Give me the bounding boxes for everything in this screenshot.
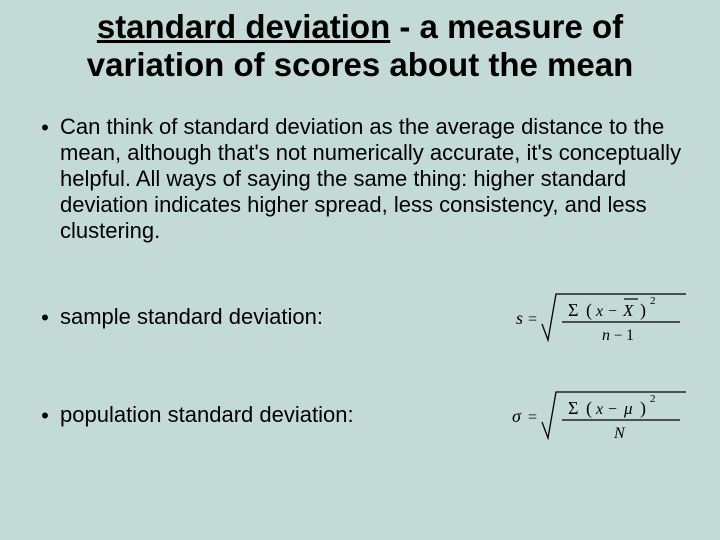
bullet-main: • Can think of standard deviation as the…: [30, 114, 690, 244]
equals-icon: =: [528, 409, 537, 426]
sample-mean: X: [622, 301, 634, 320]
pop-var: x: [595, 401, 603, 418]
equals-icon: =: [528, 311, 537, 328]
sigma-icon: Σ: [568, 300, 578, 320]
title-underlined: standard deviation: [97, 8, 390, 45]
sample-var: x: [595, 303, 603, 320]
bullet-dot-icon: •: [30, 402, 60, 430]
bullet-dot-icon: •: [30, 304, 60, 332]
minus-icon: −: [608, 303, 617, 320]
row-sample-stddev: • sample standard deviation: s = Σ ( x −…: [30, 284, 690, 352]
slide: standard deviation - a measure of variat…: [0, 0, 720, 540]
paren-open-icon: (: [586, 300, 592, 321]
label-population-text: population standard deviation:: [60, 402, 510, 428]
sample-exp: 2: [650, 295, 656, 307]
label-sample: • sample standard deviation:: [30, 304, 510, 332]
label-population: • population standard deviation:: [30, 402, 510, 430]
pop-mean: μ: [623, 399, 633, 418]
bullet-main-text: Can think of standard deviation as the a…: [60, 114, 690, 244]
pop-lhs: σ: [512, 406, 522, 426]
pop-exp: 2: [650, 393, 656, 405]
pop-denom: N: [613, 425, 626, 442]
sample-denom-n: n: [602, 327, 610, 344]
paren-close-icon: ): [640, 398, 646, 419]
formula-population: σ = Σ ( x − μ ) 2 N: [510, 382, 690, 450]
paren-close-icon: ): [640, 300, 646, 321]
sigma-icon: Σ: [568, 398, 578, 418]
formula-sample: s = Σ ( x − X ) 2 n − 1: [510, 284, 690, 352]
paren-open-icon: (: [586, 398, 592, 419]
sample-denom-1: 1: [626, 327, 634, 344]
label-sample-text: sample standard deviation:: [60, 304, 510, 330]
row-population-stddev: • population standard deviation: σ = Σ (…: [30, 382, 690, 450]
slide-title: standard deviation - a measure of variat…: [50, 8, 670, 84]
minus-icon: −: [608, 401, 617, 418]
minus-icon: −: [614, 328, 622, 344]
bullet-dot-icon: •: [30, 114, 60, 142]
sample-lhs: s: [516, 308, 523, 328]
